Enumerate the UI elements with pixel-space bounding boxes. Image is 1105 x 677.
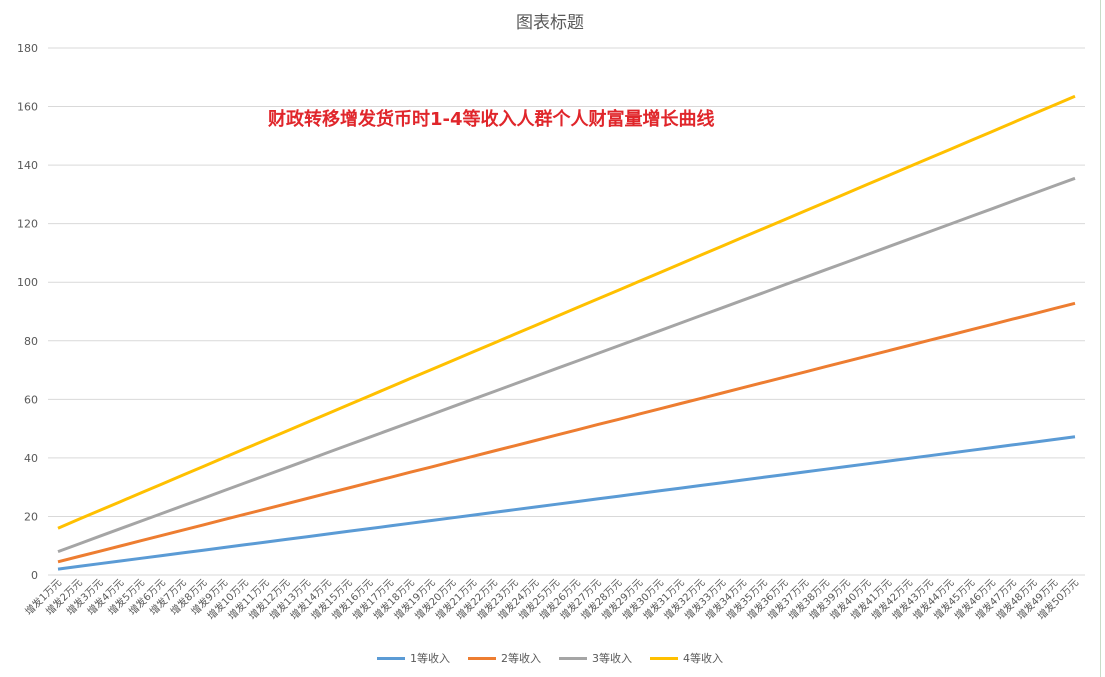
- legend-item: 1等收入: [377, 650, 450, 666]
- x-axis-ticks: 增发1万元增发2万元增发3万元增发4万元增发5万元增发6万元增发7万元增发8万元…: [22, 576, 1081, 622]
- y-tick-label: 80: [24, 335, 38, 348]
- y-tick-label: 40: [24, 452, 38, 465]
- legend-swatch: [559, 656, 587, 660]
- y-tick-label: 60: [24, 393, 38, 406]
- y-tick-label: 100: [17, 276, 38, 289]
- legend-swatch: [650, 656, 678, 660]
- series-line: [57, 94, 1076, 530]
- y-tick-label: 120: [17, 218, 38, 231]
- chart-annotation: 财政转移增发货币时1-4等收入人群个人财富量增长曲线: [268, 109, 715, 130]
- y-tick-label: 160: [17, 101, 38, 114]
- y-axis-ticks: 0 20 40 60 80 100 120 140 160 180: [17, 42, 38, 582]
- series-line: [57, 435, 1076, 571]
- series-lines: [57, 94, 1076, 571]
- legend-label: 2等收入: [501, 652, 541, 665]
- y-tick-label: 180: [17, 42, 38, 55]
- series-line: [57, 176, 1076, 554]
- legend: 1等收入 2等收入 3等收入 4等收入: [0, 650, 1100, 666]
- legend-swatch: [468, 656, 496, 660]
- y-tick-label: 0: [31, 569, 38, 582]
- y-tick-label: 20: [24, 510, 38, 523]
- series-line: [57, 301, 1076, 564]
- legend-label: 1等收入: [410, 652, 450, 665]
- legend-label: 4等收入: [683, 652, 723, 665]
- chart-title: 图表标题: [516, 13, 584, 33]
- legend-item: 3等收入: [559, 650, 632, 666]
- legend-item: 2等收入: [468, 650, 541, 666]
- y-tick-label: 140: [17, 159, 38, 172]
- legend-label: 3等收入: [592, 652, 632, 665]
- legend-swatch: [377, 656, 405, 660]
- legend-item: 4等收入: [650, 650, 723, 666]
- chart-border: [1100, 0, 1101, 677]
